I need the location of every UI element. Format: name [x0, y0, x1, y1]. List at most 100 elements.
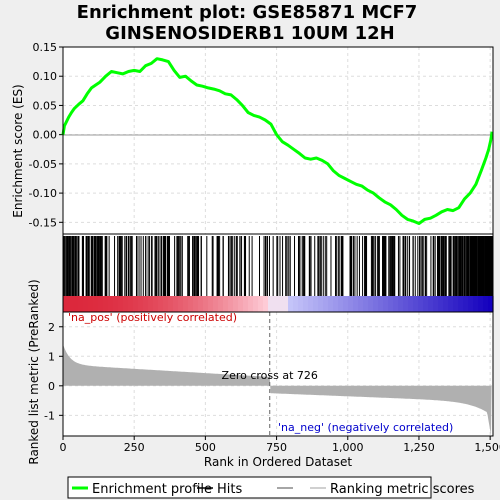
color-bar-cell	[398, 296, 404, 312]
color-bar-cell	[218, 296, 224, 312]
color-bar-cell	[318, 296, 324, 312]
color-bar-cell	[243, 296, 249, 312]
color-bar-cell	[73, 296, 79, 312]
color-bar-cell	[178, 296, 184, 312]
color-bar-cell	[378, 296, 384, 312]
color-bar-cell	[423, 296, 429, 312]
x-axis-label: Rank in Ordered Dataset	[204, 455, 352, 469]
color-bar-cell	[283, 296, 289, 312]
color-bar-cell	[438, 296, 444, 312]
color-bar-cell	[293, 296, 299, 312]
legend-label: Hits	[217, 482, 242, 497]
metric-y-axis-label: Ranked list metric (PreRanked)	[27, 279, 41, 464]
color-bar-cell	[308, 296, 314, 312]
color-bar-cell	[263, 296, 269, 312]
legend-label: Ranking metric scores	[330, 482, 475, 497]
color-bar-cell	[78, 296, 84, 312]
color-bar-cell	[363, 296, 369, 312]
x-tick-label: 1,000	[332, 441, 364, 454]
color-bar-cell	[63, 296, 69, 312]
negative-correlation-label: 'na_neg' (negatively correlated)	[278, 421, 453, 434]
color-bar-cell	[233, 296, 239, 312]
color-bar-cell	[153, 296, 159, 312]
es-tick-label: -0.10	[29, 187, 57, 200]
legend: Enrichment profile Hits Ranking metric sco…	[72, 482, 475, 497]
color-bar-cell	[133, 296, 139, 312]
color-bar-cell	[428, 296, 434, 312]
x-tick-label: 250	[124, 441, 145, 454]
legend-label: Enrichment profile	[92, 482, 212, 497]
color-bar-cell	[348, 296, 354, 312]
color-bar-cell	[148, 296, 154, 312]
positive-correlation-label: 'na_pos' (positively correlated)	[68, 311, 237, 324]
color-bar-cell	[183, 296, 189, 312]
color-bar-cell	[108, 296, 114, 312]
x-tick-label: 500	[195, 441, 216, 454]
color-bar-cell	[418, 296, 424, 312]
color-bar-cell	[323, 296, 329, 312]
ranking-metric-area	[63, 344, 492, 436]
x-tick-label: 1,250	[403, 441, 435, 454]
color-bar-cell	[208, 296, 214, 312]
color-bar-cell	[338, 296, 344, 312]
color-bar-cell	[488, 296, 494, 312]
metric-tick-label: 0	[48, 380, 55, 393]
zero-cross-label: Zero cross at 726	[222, 369, 318, 382]
metric-y-ticks: -1 0 1 2	[44, 321, 63, 422]
color-bar-cell	[313, 296, 319, 312]
color-bar-cell	[238, 296, 244, 312]
color-bar-cell	[403, 296, 409, 312]
chart-title-line1: Enrichment plot: GSE85871 MCF7	[77, 2, 418, 23]
x-axis-ticks: 0 250 500 750 1,000 1,250 1,500	[60, 436, 500, 454]
es-tick-label: -0.05	[29, 158, 57, 171]
color-bar-cell	[473, 296, 479, 312]
color-bar-cell	[468, 296, 474, 312]
color-bar-cell	[483, 296, 489, 312]
color-bar-cell	[298, 296, 304, 312]
es-panel-bg	[63, 47, 493, 234]
es-y-ticks: -0.15 -0.10 -0.05 0.00 0.05 0.10 0.15	[29, 41, 63, 229]
color-bar-cell	[388, 296, 394, 312]
color-bar-cell	[373, 296, 379, 312]
color-bar-cell	[458, 296, 464, 312]
x-tick-label: 0	[60, 441, 67, 454]
color-bar-cell	[138, 296, 144, 312]
color-bar-cell	[143, 296, 149, 312]
metric-tick-label: 1	[48, 350, 55, 363]
color-bar-cell	[223, 296, 229, 312]
es-y-axis-label: Enrichment score (ES)	[11, 84, 25, 217]
color-bar-cell	[253, 296, 259, 312]
color-bar-cell	[198, 296, 204, 312]
color-bar-cell	[343, 296, 349, 312]
color-bar-cell	[328, 296, 334, 312]
color-bar-cell	[358, 296, 364, 312]
hits-marks	[63, 236, 493, 296]
color-bar-cell	[303, 296, 309, 312]
color-bar-cell	[443, 296, 449, 312]
color-bar-cell	[353, 296, 359, 312]
color-bar-cell	[128, 296, 134, 312]
metric-panel-frame	[62, 311, 494, 437]
color-bar-cell	[98, 296, 104, 312]
enrichment-profile-line	[61, 57, 494, 225]
color-bar-cell	[123, 296, 129, 312]
color-bar-cell	[93, 296, 99, 312]
color-bar-cell	[453, 296, 459, 312]
color-bar-cell	[393, 296, 399, 312]
color-bar-cell	[433, 296, 439, 312]
legend-box	[67, 476, 432, 499]
es-tick-label: 0.00	[33, 129, 58, 142]
color-bar-cell	[273, 296, 279, 312]
x-tick-label: 750	[266, 441, 287, 454]
metric-tick-label: 2	[48, 321, 55, 334]
color-bar-cell	[203, 296, 209, 312]
color-bar-cell	[478, 296, 484, 312]
color-bar-cell	[408, 296, 414, 312]
color-bar-cell	[103, 296, 109, 312]
color-bar-cell	[333, 296, 339, 312]
es-tick-label: 0.15	[33, 41, 58, 54]
color-bar-cell	[118, 296, 124, 312]
color-bar-cell	[68, 296, 74, 312]
